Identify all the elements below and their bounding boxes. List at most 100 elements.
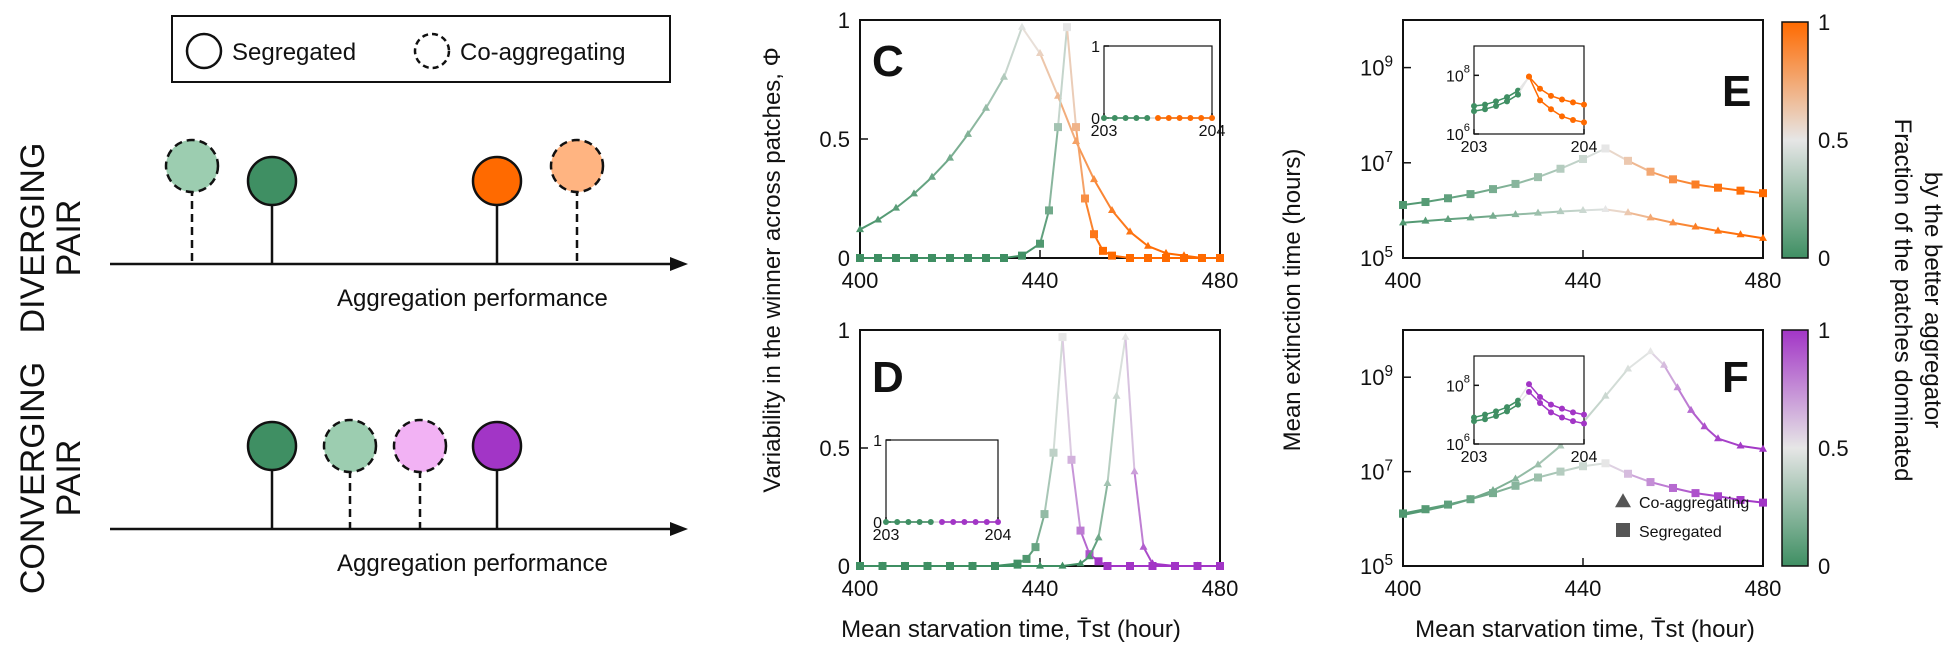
panel-e-series-0-point-15 xyxy=(1736,186,1745,195)
panel-e-series-0-point-8 xyxy=(1579,155,1587,164)
panel-e-inset-series-0-point-2 xyxy=(1493,98,1499,105)
colorbar-orange-tick-top: 1 xyxy=(1818,10,1830,35)
panel-d-series-1-point-1 xyxy=(878,561,887,569)
panel-d-inset-series-0-point-10 xyxy=(995,519,1001,525)
panel-c-x-tick-label-2: 480 xyxy=(1202,268,1239,293)
panel-f-series-0-point-13 xyxy=(1673,383,1682,391)
panel-d-series-1-point-21 xyxy=(1216,561,1224,569)
panel-c-series-0-segment-14 xyxy=(1111,209,1131,233)
panel-c-series-0-point-0 xyxy=(856,225,864,233)
panel-d-series-0-point-10 xyxy=(1040,510,1049,519)
panel-d-series-0-point-18 xyxy=(1126,562,1134,570)
panel-c-series-1-point-19 xyxy=(1126,254,1134,262)
panel-e-inset-series-1-segment-5 xyxy=(1528,76,1541,101)
panel-c-series-1-point-0 xyxy=(856,254,864,262)
panel-c-series-0-segment-9 xyxy=(1021,26,1041,54)
panel-d-inset-x-tick-label-1: 204 xyxy=(985,527,1012,544)
converging-marker-2 xyxy=(322,418,378,474)
panel-f-series-0-segment-17 xyxy=(1740,444,1764,451)
panel-c-inset-series-0-point-1 xyxy=(1111,115,1118,121)
panel-e-series-0-point-5 xyxy=(1511,179,1520,188)
panel-f-series-0-segment-13 xyxy=(1676,387,1692,411)
converging-marker-4 xyxy=(471,420,523,472)
panel-c-inset-series-0-point-9 xyxy=(1198,115,1205,121)
panel-d-y-tick-label-1: 0.5 xyxy=(819,436,850,461)
panel-f-inset-series-1-point-1 xyxy=(1482,416,1488,423)
panel-c-series-1-point-18 xyxy=(1108,251,1116,260)
panel-c-series-1-point-20 xyxy=(1144,254,1152,262)
panel-d-y-tick-label-2: 1 xyxy=(838,318,850,343)
f-x-axis-label: Mean starvation time, T̄st (hour) xyxy=(1415,616,1755,643)
panel-e-series-0-point-10 xyxy=(1624,156,1632,165)
panel-f-series-0-point-7 xyxy=(1556,441,1565,449)
panel-c-inset-series-0-point-10 xyxy=(1209,115,1215,121)
diverging-title-line1: DIVERGING xyxy=(14,143,52,334)
panel-f-series-0-point-11 xyxy=(1646,347,1655,355)
panel-f-inset-bg xyxy=(1474,356,1584,444)
c-d-y-axis-label: Variability in the winner across patches… xyxy=(759,47,786,493)
panel-e-y-tick-label-0: 105 xyxy=(1360,244,1393,271)
panel-e-inset-series-0-point-6 xyxy=(1537,85,1543,92)
panel-c-series-1-point-22 xyxy=(1180,254,1188,262)
schematic: Segregated Co-aggregating DIVERGING PAIR… xyxy=(14,15,688,594)
panel-d-series-1-point-8 xyxy=(1036,561,1044,569)
panel-d-series-0-point-17 xyxy=(1103,562,1112,570)
panel-f-series-1-point-0 xyxy=(1399,509,1407,518)
panel-e-series-1-point-8 xyxy=(1579,206,1587,214)
panel-d-series-0-point-9 xyxy=(1031,543,1040,552)
panel-c-inset-series-0-point-5 xyxy=(1155,115,1161,121)
panel-f-inset-series-0-point-5 xyxy=(1526,381,1532,388)
panel-f-y-tick-label-0: 105 xyxy=(1360,552,1393,579)
panel-c-x-tick-label-0: 400 xyxy=(842,268,879,293)
panel-e-inset-series-1-point-5 xyxy=(1526,73,1532,80)
diverging-title-line2: PAIR xyxy=(50,200,88,277)
panel-e-series-0-point-11 xyxy=(1646,167,1655,176)
panel-c-series-1-point-4 xyxy=(928,254,936,262)
panel-f-series-0-point-18 xyxy=(1759,444,1767,452)
panel-f-series-0-point-12 xyxy=(1660,360,1668,368)
panel-f-series-0-point-9 xyxy=(1601,391,1610,399)
panel-f-series-1-point-1 xyxy=(1421,505,1430,514)
panel-f-series-0-segment-8 xyxy=(1582,395,1607,424)
panel-c-series-1-point-23 xyxy=(1198,254,1206,262)
panel-e-series-1-segment-5 xyxy=(1515,212,1539,216)
panel-e-series-0-point-9 xyxy=(1601,144,1610,153)
panel-c: C 400 440 480 0 0.5 1 203 204 0 1 xyxy=(819,8,1238,293)
panel-d-inset-series-0-point-4 xyxy=(927,519,934,525)
panel-e-series-1-segment-12 xyxy=(1672,221,1696,228)
panel-e-series-0-point-7 xyxy=(1556,164,1565,173)
panel-d-series-1-point-17 xyxy=(1139,542,1148,550)
panel-c-series-1-point-5 xyxy=(946,254,954,262)
panel-d-series-1-segment-16 xyxy=(1133,471,1145,548)
panel-f-inset-series-1-point-5 xyxy=(1526,388,1532,395)
panel-e-series-1-segment-2 xyxy=(1447,216,1471,221)
panel-e-inset-series-1-point-0 xyxy=(1471,108,1477,115)
panel-f-series-1-point-11 xyxy=(1646,478,1655,487)
panel-d-series-1-segment-11 xyxy=(1088,537,1100,557)
panel-c-inset-x-tick-label-1: 204 xyxy=(1199,123,1226,140)
panel-c-inset-series-0-point-7 xyxy=(1176,115,1183,121)
colorbar-orange: 1 0.5 0 xyxy=(1781,10,1849,271)
panel-c-inset-series-0-point-3 xyxy=(1133,115,1140,121)
panel-c-series-0-segment-4 xyxy=(931,157,951,178)
panel-e-series-1-segment-9 xyxy=(1605,208,1629,214)
panel-f-inset-series-1-point-10 xyxy=(1581,420,1587,427)
panel-d-series-1-point-11 xyxy=(1085,552,1094,560)
panel-c-series-0-segment-13 xyxy=(1093,178,1113,211)
diverging-marker-2 xyxy=(246,155,298,207)
panel-e-series-1-point-2 xyxy=(1444,214,1452,222)
panel-d: D 400 440 480 0 0.5 1 203 204 0 1 xyxy=(819,318,1238,601)
legend-coaggregating-text: Co-aggregating xyxy=(1639,495,1749,512)
panel-c-series-0-segment-3 xyxy=(913,176,933,195)
panel-d-label: D xyxy=(872,353,904,402)
panel-e-series-1-segment-14 xyxy=(1717,229,1741,236)
panel-c-series-0-point-8 xyxy=(1000,72,1008,80)
panel-c-inset-series-0-point-0 xyxy=(1101,115,1107,121)
panel-e-inset-frame xyxy=(1473,45,1585,135)
panel-e-series-1-point-6 xyxy=(1534,208,1542,216)
panel-c-series-0-point-13 xyxy=(1090,175,1098,183)
panel-d-y-tick-label-0: 0 xyxy=(838,554,850,579)
panel-c-series-0-point-5 xyxy=(946,153,954,161)
panel-d-series-1-segment-13 xyxy=(1106,395,1118,484)
panel-c-series-1-point-24 xyxy=(1216,254,1224,262)
